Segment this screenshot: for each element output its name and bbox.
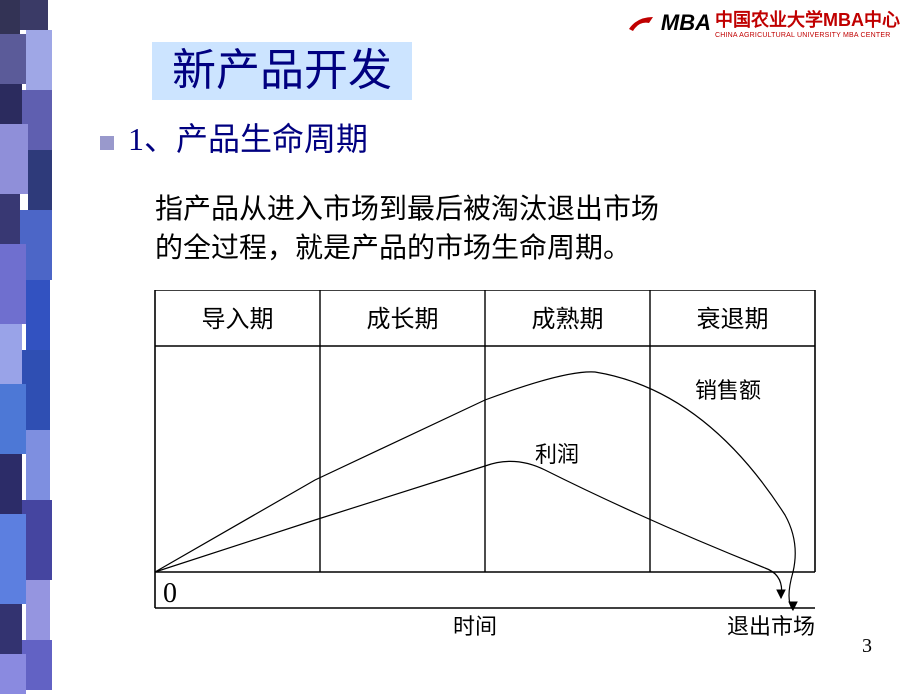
- sidebar-block: [20, 0, 48, 30]
- sidebar-block: [0, 514, 26, 604]
- body-line-2: 的全过程，就是产品的市场生命周期。: [155, 229, 659, 268]
- sidebar-block: [0, 84, 22, 124]
- svg-text:时间: 时间: [453, 614, 497, 639]
- body-line-1: 指产品从进入市场到最后被淘汰退出市场: [155, 190, 659, 229]
- chart-svg: 导入期 成长期 成熟期 衰退期销售额利润 0 时间 退出市场: [145, 290, 825, 660]
- sidebar-block: [26, 280, 50, 350]
- sidebar-block: [0, 0, 20, 34]
- logo-cn-text: 中国农业大学MBA中心: [715, 6, 900, 32]
- sidebar-block: [0, 194, 20, 244]
- sidebar-block: [0, 124, 28, 194]
- svg-text:销售额: 销售额: [695, 378, 761, 403]
- section-subtitle: 1、产品生命周期: [100, 114, 368, 160]
- page-title: 新产品开发: [152, 42, 412, 100]
- logo-mark: MBA: [661, 10, 711, 36]
- sidebar-block: [0, 604, 22, 654]
- sidebar-block: [22, 500, 52, 580]
- logo-swoosh-icon: [627, 11, 657, 35]
- svg-text:利润: 利润: [535, 442, 579, 467]
- sidebar-block: [26, 430, 50, 500]
- subtitle-text: 1、产品生命周期: [128, 121, 368, 157]
- sidebar-block: [26, 580, 50, 640]
- bullet-square-icon: [100, 136, 114, 150]
- sidebar-block: [28, 150, 52, 210]
- decorative-sidebar: [0, 0, 65, 690]
- page-title-text: 新产品开发: [172, 46, 392, 95]
- sidebar-block: [0, 454, 22, 514]
- svg-text:导入期: 导入期: [202, 307, 274, 333]
- sidebar-block: [22, 640, 52, 690]
- sidebar-block: [0, 244, 26, 324]
- sidebar-block: [26, 30, 52, 90]
- svg-text:衰退期: 衰退期: [697, 306, 769, 333]
- page-number: 3: [862, 635, 872, 658]
- body-paragraph: 指产品从进入市场到最后被淘汰退出市场 的全过程，就是产品的市场生命周期。: [155, 190, 659, 268]
- lifecycle-chart: 导入期 成长期 成熟期 衰退期销售额利润 0 时间 退出市场: [145, 290, 825, 660]
- sidebar-block: [0, 324, 22, 384]
- logo: MBA 中国农业大学MBA中心 CHINA AGRICULTURAL UNIVE…: [627, 6, 900, 39]
- sidebar-block: [0, 384, 26, 454]
- svg-text:成熟期: 成熟期: [532, 306, 604, 333]
- svg-text:0: 0: [163, 578, 177, 609]
- sidebar-block: [22, 350, 50, 430]
- logo-en-text: CHINA AGRICULTURAL UNIVERSITY MBA CENTER: [715, 32, 900, 39]
- sidebar-block: [0, 654, 26, 694]
- svg-text:退出市场: 退出市场: [727, 614, 815, 639]
- svg-text:成长期: 成长期: [367, 306, 439, 333]
- sidebar-block: [0, 34, 26, 84]
